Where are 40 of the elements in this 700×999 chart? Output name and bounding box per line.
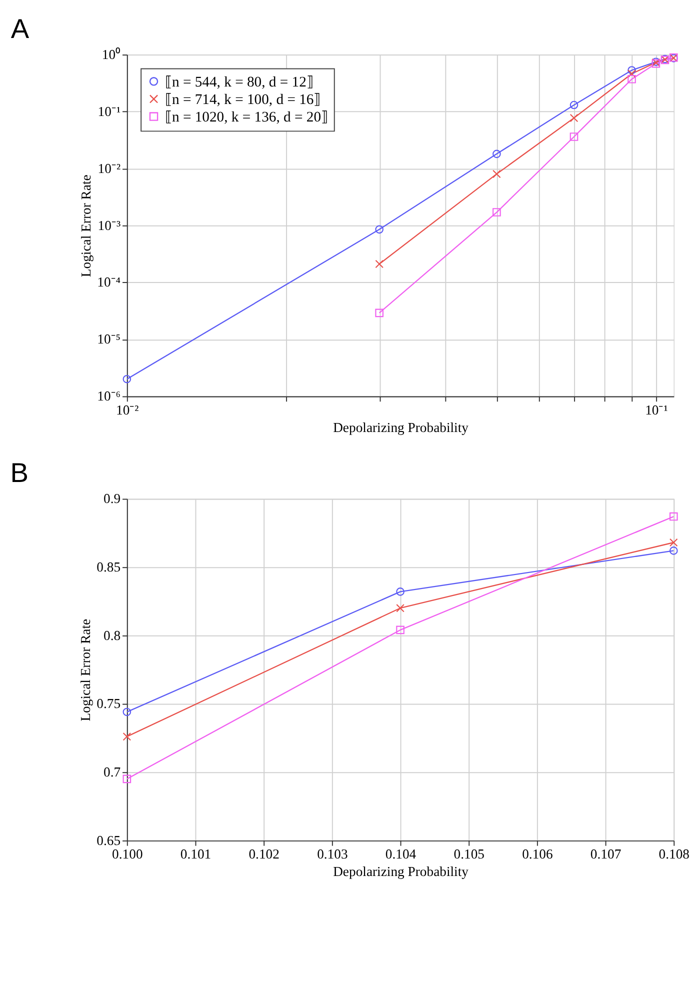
y-tick-label: 10⁻² bbox=[98, 160, 121, 176]
y-axis-title: Logical Error Rate bbox=[78, 174, 94, 278]
point bbox=[669, 538, 678, 547]
x-tick-label: 0.106 bbox=[522, 846, 553, 862]
y-tick-label: 0.9 bbox=[103, 491, 121, 506]
point bbox=[122, 708, 132, 716]
x-tick-label: 0.104 bbox=[385, 846, 416, 862]
point bbox=[396, 588, 404, 596]
x-tick-label: 0.102 bbox=[248, 846, 280, 862]
y-tick-label: 0.85 bbox=[96, 559, 121, 574]
y-tick-label: 0.75 bbox=[96, 696, 121, 712]
y-tick-label: 0.7 bbox=[103, 764, 121, 780]
x-tick-label: 0.105 bbox=[454, 846, 485, 862]
y-tick-label: 10⁻¹ bbox=[98, 104, 121, 119]
point bbox=[669, 546, 678, 555]
x-tick-label: 0.108 bbox=[658, 846, 690, 862]
legend-label: ⟦n = 1020, k = 136, d = 20⟧ bbox=[164, 109, 328, 126]
x-axis-title: Depolarizing Probability bbox=[333, 864, 469, 880]
point bbox=[396, 604, 404, 612]
x-tick-label: 0.103 bbox=[317, 846, 348, 862]
y-tick-label: 10⁻⁵ bbox=[97, 332, 121, 347]
legend-label: ⟦n = 544, k = 80, d = 12⟧ bbox=[164, 74, 314, 90]
y-tick-label: 10⁻⁴ bbox=[97, 274, 121, 290]
y-tick-label: 0.8 bbox=[103, 628, 121, 643]
y-axis-title: Logical Error Rate bbox=[78, 618, 93, 722]
y-tick-label: 0.65 bbox=[96, 832, 121, 848]
legend-label: ⟦n = 714, k = 100, d = 16⟧ bbox=[164, 92, 321, 108]
point bbox=[669, 512, 678, 521]
y-tick-label: 10⁻³ bbox=[98, 218, 121, 233]
point bbox=[122, 732, 132, 741]
y-tick-label: 10⁰ bbox=[102, 46, 121, 62]
y-tick-label: 10⁻⁶ bbox=[97, 388, 121, 404]
chart-title: A bbox=[10, 12, 30, 44]
point bbox=[122, 774, 132, 784]
x-tick-label: 0.107 bbox=[590, 846, 622, 862]
point bbox=[396, 626, 404, 634]
chart-title: B bbox=[10, 457, 28, 488]
x-tick-label: 0.100 bbox=[112, 846, 143, 862]
x-tick-label: 0.101 bbox=[180, 846, 212, 862]
x-axis-title: Depolarizing Probability bbox=[333, 420, 469, 435]
